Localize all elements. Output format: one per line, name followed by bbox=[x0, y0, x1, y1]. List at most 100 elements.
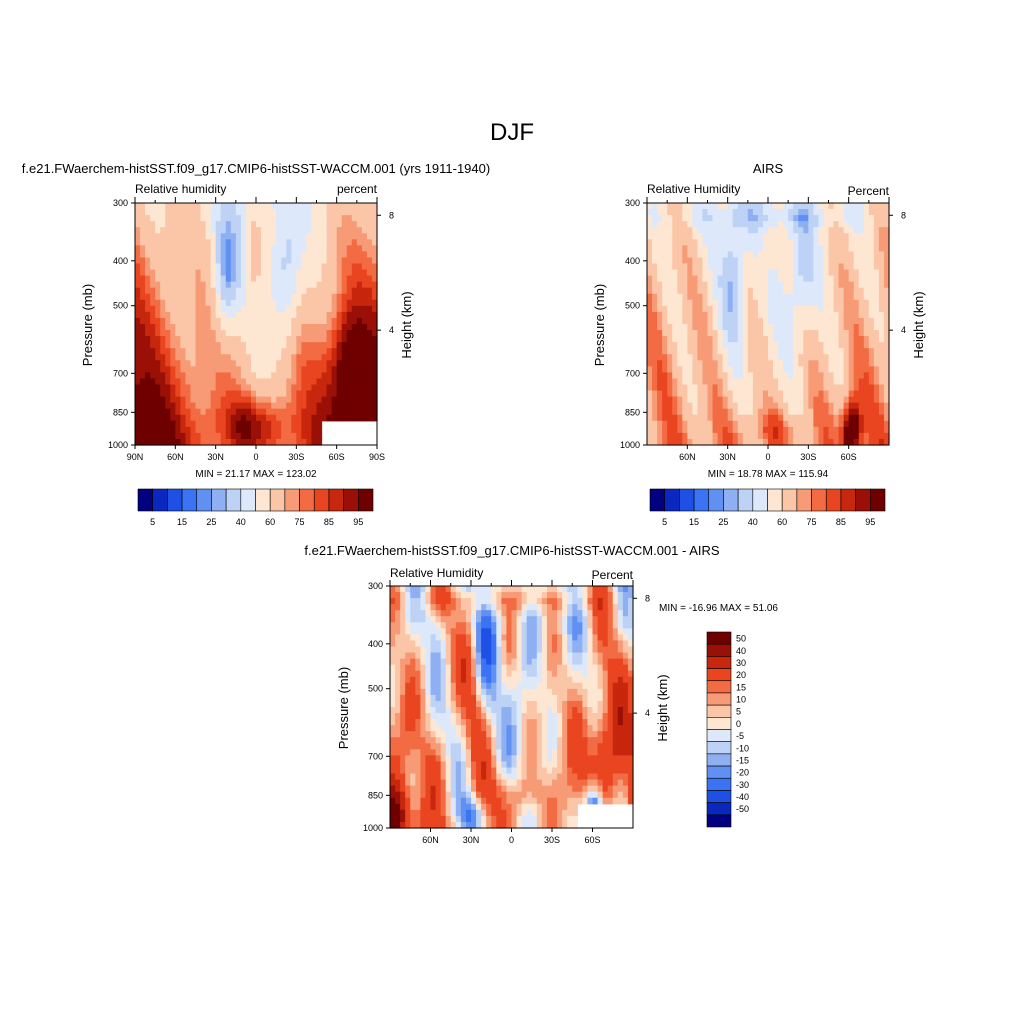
contour-cell bbox=[733, 276, 739, 283]
contour-cell bbox=[532, 628, 538, 635]
contour-cell bbox=[332, 257, 338, 264]
contour-cell bbox=[165, 366, 171, 373]
contour-cell bbox=[140, 215, 146, 222]
contour-cell bbox=[808, 433, 814, 440]
contour-cell bbox=[582, 653, 588, 660]
contour-cell bbox=[155, 270, 161, 277]
contour-cell bbox=[226, 324, 232, 331]
contour-cell bbox=[587, 677, 593, 684]
contour-cell bbox=[256, 342, 262, 349]
contour-cell bbox=[798, 336, 804, 343]
contour-cell bbox=[486, 677, 492, 684]
contour-cell bbox=[677, 257, 683, 264]
contour-cell bbox=[160, 257, 166, 264]
contour-cell bbox=[753, 288, 759, 295]
contour-cell bbox=[446, 689, 452, 696]
contour-cell bbox=[436, 640, 442, 647]
contour-cell bbox=[221, 294, 227, 301]
contour-cell bbox=[155, 324, 161, 331]
contour-cell bbox=[332, 251, 338, 258]
contour-cell bbox=[456, 683, 462, 690]
contour-cell bbox=[667, 209, 673, 216]
contour-cell bbox=[753, 270, 759, 277]
contour-cell bbox=[758, 378, 764, 385]
contour-cell bbox=[697, 282, 703, 289]
contour-cell bbox=[687, 251, 693, 258]
contour-cell bbox=[623, 610, 629, 617]
contour-cell bbox=[748, 409, 754, 416]
contour-cell bbox=[778, 251, 784, 258]
contour-cell bbox=[261, 318, 267, 325]
contour-cell bbox=[778, 233, 784, 240]
contour-cell bbox=[864, 264, 870, 271]
contour-cell bbox=[175, 409, 181, 416]
contour-cell bbox=[798, 391, 804, 398]
contour-cell bbox=[481, 677, 487, 684]
contour-cell bbox=[708, 257, 714, 264]
contour-cell bbox=[743, 264, 749, 271]
colorbar-label: 85 bbox=[324, 517, 334, 527]
contour-cell bbox=[652, 354, 658, 361]
contour-cell bbox=[864, 415, 870, 422]
contour-cell bbox=[196, 342, 202, 349]
contour-cell bbox=[180, 427, 186, 434]
contour-cell bbox=[441, 701, 447, 708]
contour-cell bbox=[236, 306, 242, 313]
contour-cell bbox=[758, 336, 764, 343]
contour-cell bbox=[687, 348, 693, 355]
contour-cell bbox=[562, 707, 568, 714]
contour-cell bbox=[718, 433, 724, 440]
contour-cell bbox=[286, 433, 292, 440]
contour-cell bbox=[677, 288, 683, 295]
contour-cell bbox=[256, 415, 262, 422]
contour-cell bbox=[598, 616, 604, 623]
contour-cell bbox=[532, 586, 538, 593]
contour-cell bbox=[266, 421, 272, 428]
contour-cell bbox=[357, 251, 363, 258]
contour-cell bbox=[793, 209, 799, 216]
contour-cell bbox=[446, 616, 452, 623]
contour-cell bbox=[501, 659, 507, 666]
contour-cell bbox=[180, 245, 186, 252]
contour-cell bbox=[718, 209, 724, 216]
contour-cell bbox=[753, 239, 759, 246]
contour-cell bbox=[829, 294, 835, 301]
contour-cell bbox=[221, 330, 227, 337]
contour-cell bbox=[598, 683, 604, 690]
contour-cell bbox=[874, 378, 880, 385]
contour-cell bbox=[327, 403, 333, 410]
contour-cell bbox=[647, 324, 653, 331]
contour-cell bbox=[276, 294, 282, 301]
contour-cell bbox=[839, 306, 845, 313]
y2-tick-label: 8 bbox=[389, 210, 394, 220]
contour-cell bbox=[390, 640, 396, 647]
contour-cell bbox=[844, 227, 850, 234]
contour-cell bbox=[286, 427, 292, 434]
contour-cell bbox=[859, 282, 865, 289]
contour-cell bbox=[682, 245, 688, 252]
contour-cell bbox=[451, 640, 457, 647]
contour-cell bbox=[839, 282, 845, 289]
contour-cell bbox=[788, 415, 794, 422]
contour-cell bbox=[713, 354, 719, 361]
contour-cell bbox=[436, 659, 442, 666]
contour-cell bbox=[241, 415, 247, 422]
contour-cell bbox=[436, 695, 442, 702]
contour-cell bbox=[818, 391, 824, 398]
contour-cell bbox=[501, 586, 507, 593]
contour-cell bbox=[778, 415, 784, 422]
contour-cell bbox=[798, 415, 804, 422]
contour-cell bbox=[869, 312, 875, 319]
contour-cell bbox=[281, 360, 287, 367]
contour-cell bbox=[337, 264, 343, 271]
contour-cell bbox=[808, 330, 814, 337]
contour-cell bbox=[692, 300, 698, 307]
contour-cell bbox=[140, 360, 146, 367]
contour-cell bbox=[337, 354, 343, 361]
contour-cell bbox=[322, 385, 328, 392]
contour-cell bbox=[206, 221, 212, 228]
contour-cell bbox=[527, 689, 533, 696]
contour-cell bbox=[327, 215, 333, 222]
contour-cell bbox=[135, 282, 141, 289]
contour-cell bbox=[471, 610, 477, 617]
